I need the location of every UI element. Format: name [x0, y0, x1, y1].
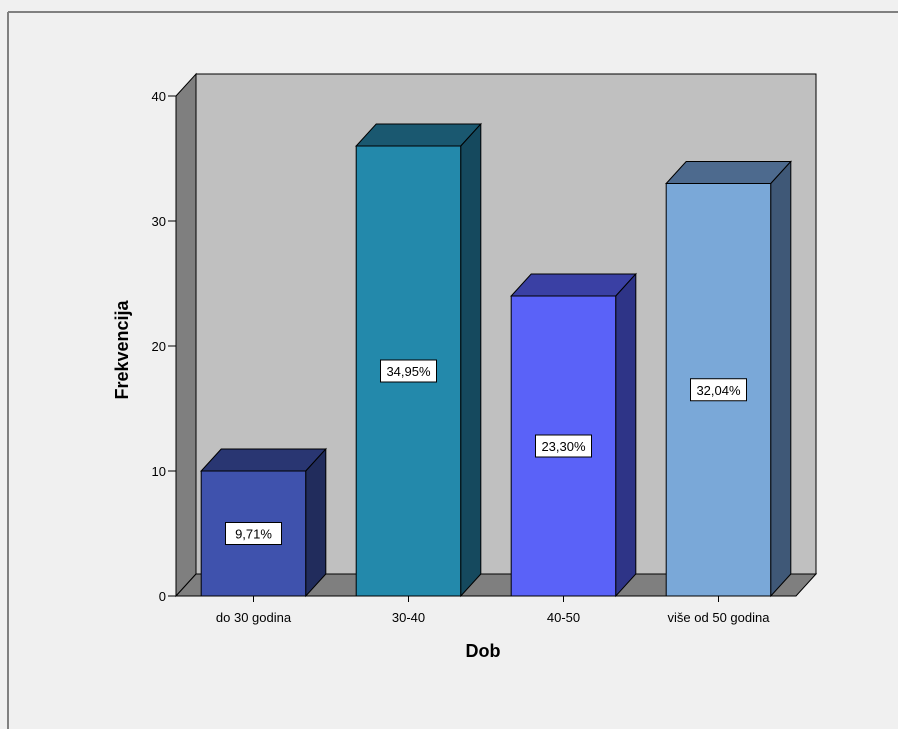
data-label-box [225, 522, 282, 545]
y-tick-label: 0 [159, 589, 166, 604]
bar-4: 32,04% [665, 160, 792, 598]
bar-side [615, 272, 637, 598]
plot-walls [174, 72, 818, 598]
bar-2: 34,95% [355, 122, 482, 598]
bar-top [355, 123, 482, 147]
data-label-text: 23,30% [541, 439, 586, 454]
y-axis-title: Frekvencija [112, 299, 132, 399]
x-axis-title: Dob [466, 641, 501, 661]
x-tick-labels: do 30 godina 30-40 40-50 više od 50 godina [216, 596, 770, 625]
data-label: 34,95% [380, 359, 437, 383]
y-tick-label: 30 [152, 214, 166, 229]
data-label-text: 34,95% [386, 364, 431, 379]
bar-3: 23,30% [510, 272, 637, 598]
y-axis: 0 10 20 30 40 [152, 89, 177, 604]
data-label-box [535, 434, 592, 458]
data-label: 32,04% [690, 378, 747, 402]
bar-side [770, 160, 792, 598]
bar-top [665, 161, 792, 184]
x-tick-label: do 30 godina [216, 610, 292, 625]
y-tick-label: 40 [152, 89, 166, 104]
bar-side [460, 122, 482, 598]
side-wall [175, 72, 197, 598]
x-tick-label: 40-50 [547, 610, 580, 625]
data-label: 23,30% [535, 434, 592, 458]
data-label-box [380, 359, 437, 383]
bars-group: 9,71% 34,95% 23,30% 32,04% [200, 122, 792, 598]
data-label-box [690, 378, 747, 402]
bar-top [200, 448, 327, 472]
bar-top [510, 273, 637, 297]
x-tick-label: više od 50 godina [668, 610, 771, 625]
data-label-text: 32,04% [696, 383, 741, 398]
data-label-text: 9,71% [235, 527, 272, 542]
bar-side [305, 447, 327, 598]
data-label: 9,71% [225, 522, 282, 545]
y-tick-label: 10 [152, 464, 166, 479]
x-tick-label: 30-40 [392, 610, 425, 625]
bar-1: 9,71% [200, 447, 327, 598]
y-tick-label: 20 [152, 339, 166, 354]
